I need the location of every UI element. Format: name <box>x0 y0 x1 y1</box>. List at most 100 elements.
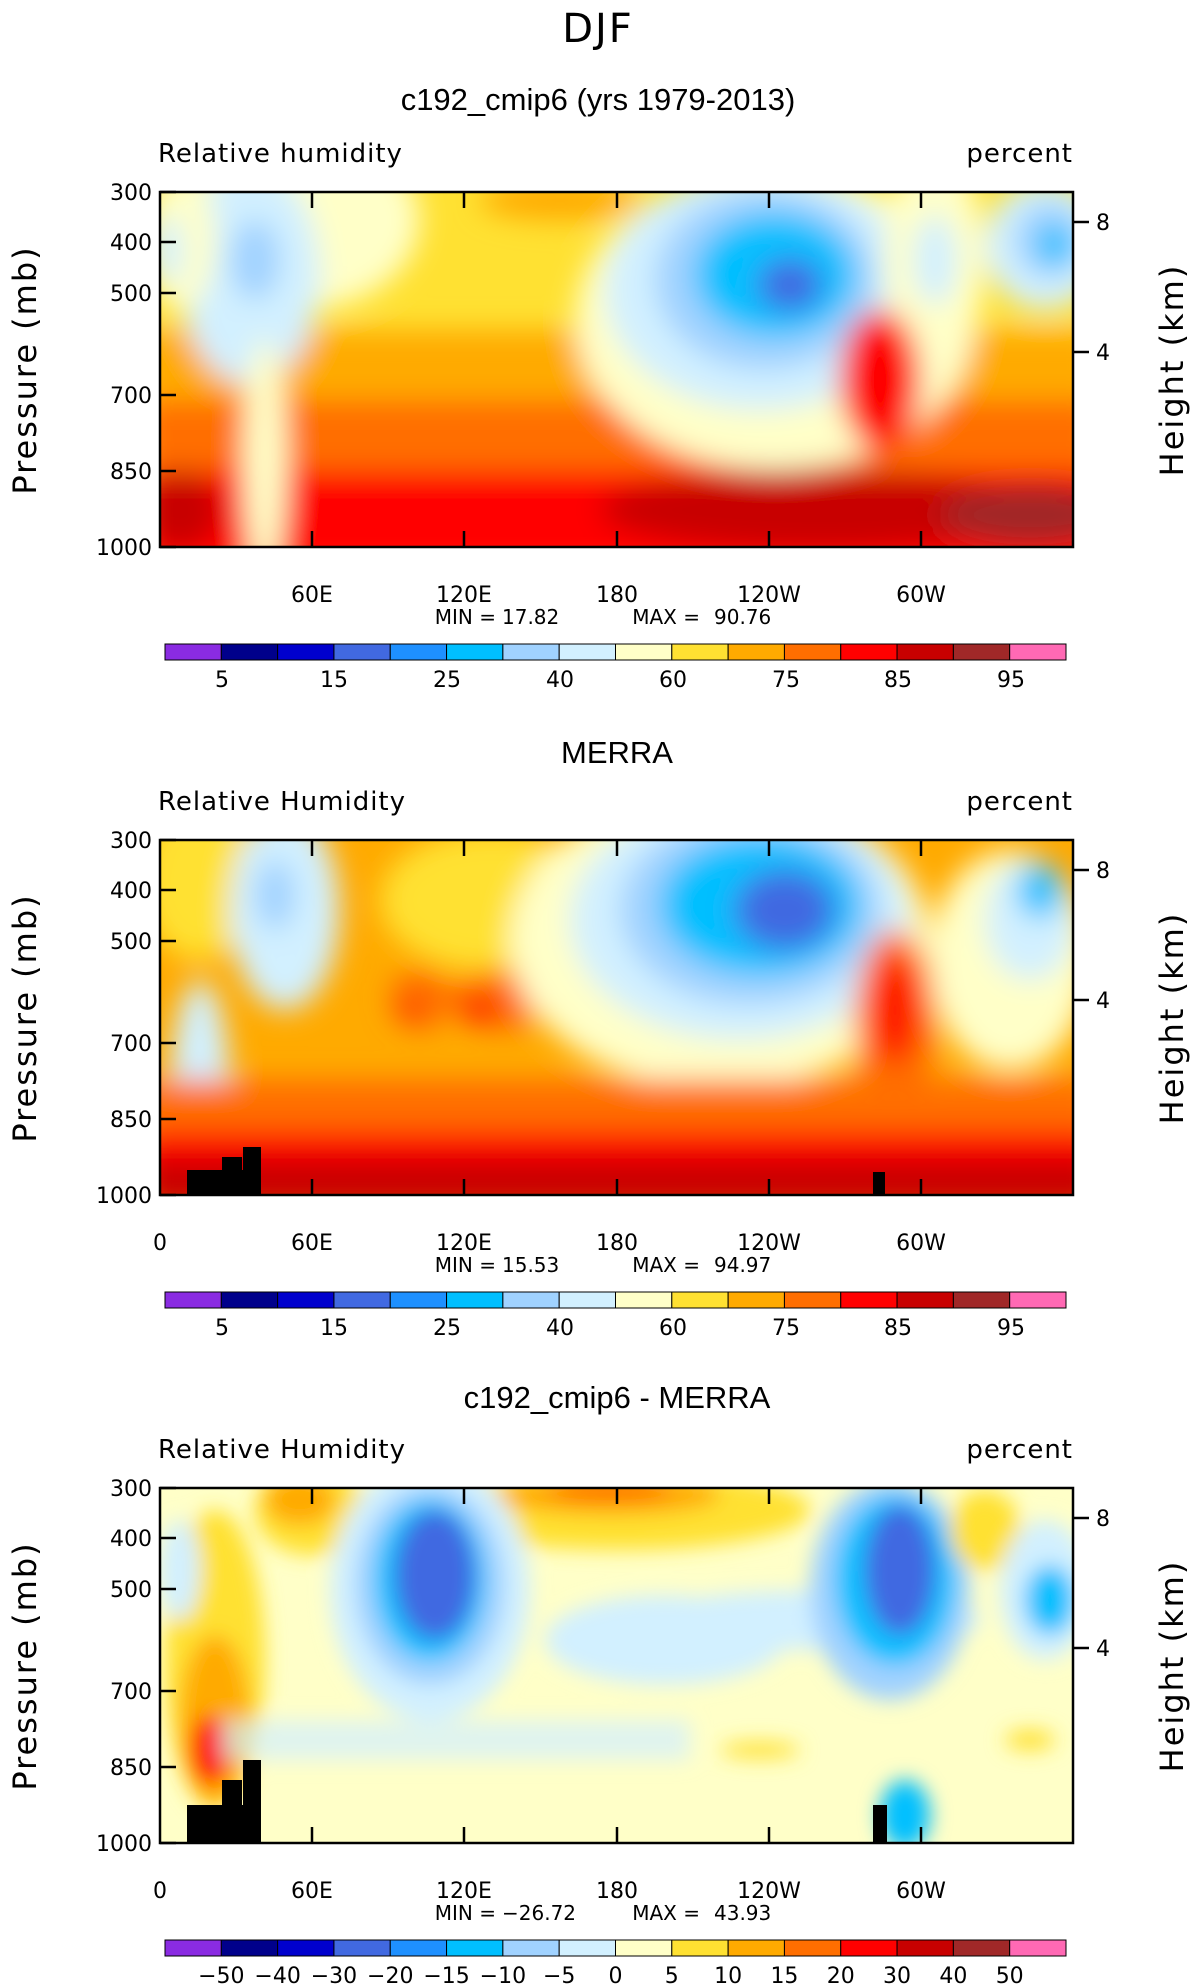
panel-2-max-label: MAX = <box>632 1253 700 1277</box>
panel-2-colorbar-label: 60 <box>659 1316 687 1341</box>
panel-2-xtick-label: 120W <box>737 1231 801 1256</box>
panel-1-height-tick-label: 4 <box>1096 341 1110 366</box>
panel-3-colorbar-label: 30 <box>883 1964 911 1987</box>
panel-2-ytick-label: 300 <box>110 829 152 854</box>
panel-1-colorbar-label: 40 <box>546 668 574 693</box>
panel-3-max-value: 43.93 <box>714 1901 771 1925</box>
panel-3-colorbar-label: −40 <box>254 1964 300 1987</box>
panel-3-xtick-label: 120E <box>436 1879 492 1904</box>
panel-3-colorbar-label: 15 <box>770 1964 798 1987</box>
panel-2-colorbar-label: 25 <box>433 1316 461 1341</box>
panel-2-ytick-label: 700 <box>110 1032 152 1057</box>
panel-2-xtick-label: 180 <box>596 1231 638 1256</box>
colorbar-swatch <box>840 643 898 661</box>
panel-3-ytick-label: 850 <box>110 1756 152 1781</box>
colorbar-swatch <box>896 1939 954 1957</box>
colorbar-swatch <box>615 1939 673 1957</box>
colorbar-swatch <box>277 643 335 661</box>
panel-3-topography-mask <box>187 1760 887 1843</box>
panel-3-colorbar-label: −15 <box>423 1964 469 1987</box>
panel-2-xtick-label: 60E <box>291 1231 333 1256</box>
colorbar-swatch <box>558 1939 617 1957</box>
panel-2-colorbar-label: 40 <box>546 1316 574 1341</box>
figure-title: DJF <box>562 6 634 52</box>
panel-3-tick-marks <box>160 1486 1089 1845</box>
panel-1-colorbar-label: 95 <box>997 668 1025 693</box>
colorbar-swatch <box>896 643 954 661</box>
panel-3-units-label: percent <box>966 1435 1073 1465</box>
panel-2-colorbar <box>164 1291 1067 1309</box>
panel-3-ytick-label: 300 <box>110 1477 152 1502</box>
panel-1-colorbar-label: 75 <box>772 668 800 693</box>
panel-2-xtick-label: 0 <box>153 1231 167 1256</box>
panel-2-colorbar-label: 75 <box>772 1316 800 1341</box>
panel-1-colorbar-label: 15 <box>320 668 348 693</box>
panel-1-colorbar-label: 25 <box>433 668 461 693</box>
colorbar-swatch <box>333 1291 391 1309</box>
panel-2-xtick-label: 60W <box>896 1231 946 1256</box>
panel-2-colorbar-label: 95 <box>997 1316 1025 1341</box>
colorbar-swatch <box>389 643 448 661</box>
colorbar-swatch <box>333 1939 391 1957</box>
colorbar-swatch <box>164 1939 222 1957</box>
panel-2-topography-mask <box>187 1147 885 1195</box>
panel-2-height-tick-label: 8 <box>1096 859 1110 884</box>
panel-1-xtick-label: 180 <box>596 583 638 608</box>
panel-1-xtick-label: 120E <box>436 583 492 608</box>
panel-2-min-value: 15.53 <box>502 1253 559 1277</box>
colorbar-swatch <box>840 1939 898 1957</box>
panel-1-colorbar-label: 60 <box>659 668 687 693</box>
colorbar-swatch <box>164 643 222 661</box>
panel-3-colorbar-label: 0 <box>609 1964 623 1987</box>
panel-1: c192_cmip6 (yrs 1979-2013) Relative humi… <box>6 82 1191 693</box>
panel-1-xtick-label: 120W <box>737 583 801 608</box>
colorbar-swatch <box>220 1939 279 1957</box>
colorbar-swatch <box>783 1291 842 1309</box>
panel-1-ytick-label: 700 <box>110 384 152 409</box>
panel-2-units-label: percent <box>966 787 1073 817</box>
colorbar-swatch <box>727 1291 785 1309</box>
panel-2-max-value: 94.97 <box>714 1253 771 1277</box>
panel-2-variable-label: Relative Humidity <box>158 787 406 817</box>
panel-3-height-tick-label: 8 <box>1096 1507 1110 1532</box>
panel-1-max-value: 90.76 <box>714 605 771 629</box>
panel-3-colorbar <box>164 1939 1067 1957</box>
panel-1-y2-axis-title: Height (km) <box>1153 264 1191 477</box>
panel-1-max-label: MAX = <box>632 605 700 629</box>
colorbar-swatch <box>615 643 673 661</box>
panel-3-colorbar-label: 40 <box>939 1964 967 1987</box>
panel-3-y2-axis-title: Height (km) <box>1153 1560 1191 1773</box>
colorbar-swatch <box>502 643 560 661</box>
panel-3-max-label: MAX = <box>632 1901 700 1925</box>
colorbar-swatch <box>671 1939 729 1957</box>
colorbar-swatch <box>952 1291 1011 1309</box>
panel-3-colorbar-label: −10 <box>480 1964 526 1987</box>
panel-3-xtick-label: 0 <box>153 1879 167 1904</box>
colorbar-swatch <box>558 1291 617 1309</box>
colorbar-swatch <box>446 1291 504 1309</box>
panel-3-min-value: −26.72 <box>502 1901 576 1925</box>
panel-2-ytick-label: 1000 <box>96 1184 152 1209</box>
panel-3-colorbar-label: −20 <box>367 1964 413 1987</box>
panel-2-ytick-label: 400 <box>110 879 152 904</box>
colorbar-swatch <box>1009 1291 1067 1309</box>
colorbar-swatch <box>277 1939 335 1957</box>
panel-3-height-tick-label: 4 <box>1096 1637 1110 1662</box>
colorbar-swatch <box>783 643 842 661</box>
panel-1-tick-marks <box>160 190 1089 549</box>
colorbar-swatch <box>896 1291 954 1309</box>
colorbar-swatch <box>671 1291 729 1309</box>
panel-3-min-label: MIN = <box>435 1901 496 1925</box>
panel-3-contour-field <box>160 1488 1073 1843</box>
panel-2-min-label: MIN = <box>435 1253 496 1277</box>
colorbar-swatch <box>220 1291 279 1309</box>
colorbar-swatch <box>558 643 617 661</box>
panel-3-ytick-label: 500 <box>110 1578 152 1603</box>
panel-2-ytick-label: 500 <box>110 930 152 955</box>
panel-3: c192_cmip6 - MERRA Relative Humidity per… <box>6 1380 1191 1987</box>
colorbar-swatch <box>615 1291 673 1309</box>
panel-3-ytick-label: 400 <box>110 1527 152 1552</box>
panel-3-colorbar-label: 5 <box>665 1964 679 1987</box>
colorbar-swatch <box>1009 1939 1067 1957</box>
colorbar-swatch <box>502 1939 560 1957</box>
